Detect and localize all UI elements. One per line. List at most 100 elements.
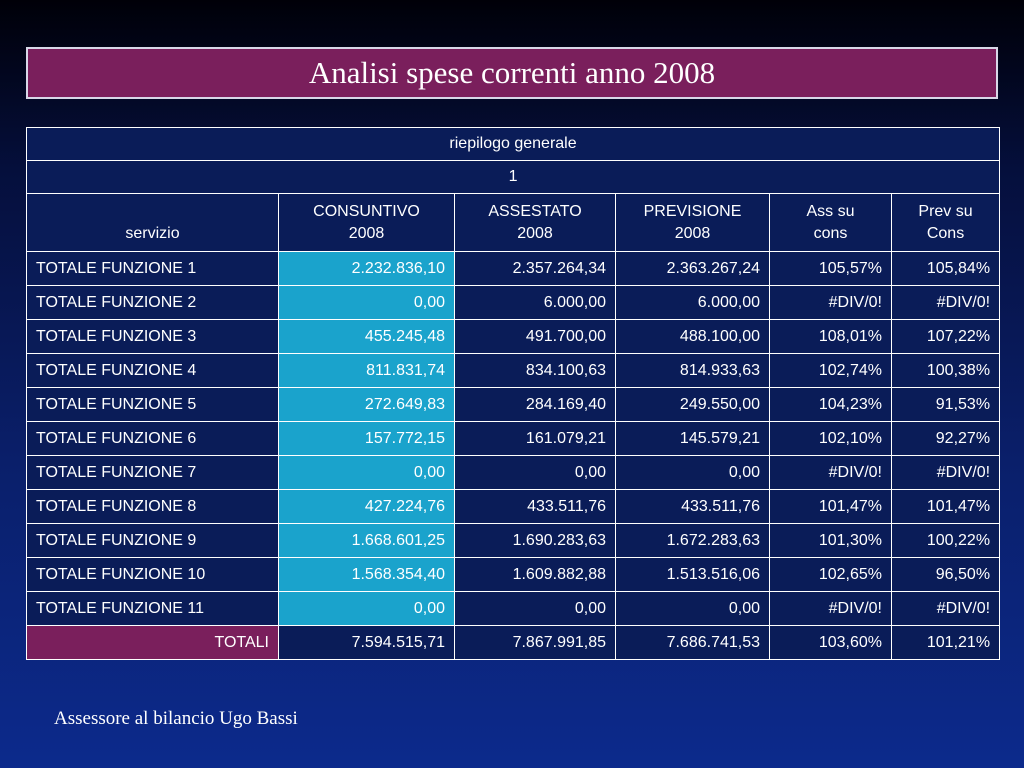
cell-servizio: TOTALE FUNZIONE 2: [26, 285, 279, 320]
header-ass-su-cons-line1: Ass su: [806, 202, 855, 220]
cell-previsione: 433.511,76: [615, 489, 770, 524]
cell-assestato: 834.100,63: [454, 353, 616, 388]
cell-ass-su-cons: 102,65%: [769, 557, 892, 592]
cell-servizio: TOTALE FUNZIONE 11: [26, 591, 279, 626]
cell-ass-su-cons: 104,23%: [769, 387, 892, 422]
summary-table: riepilogo generale 1 servizio CONSUNTIVO…: [25, 127, 1001, 660]
cell-consuntivo: 272.649,83: [278, 387, 455, 422]
header-servizio: servizio: [26, 193, 279, 252]
header-assestato-line2: 2008: [517, 224, 553, 242]
cell-previsione: 0,00: [615, 455, 770, 490]
cell-servizio: TOTALE FUNZIONE 10: [26, 557, 279, 592]
cell-previsione: 2.363.267,24: [615, 251, 770, 286]
cell-servizio: TOTALE FUNZIONE 6: [26, 421, 279, 456]
cell-consuntivo: 0,00: [278, 285, 455, 320]
header-previsione-line2: 2008: [674, 224, 711, 242]
cell-prev-su-cons: 107,22%: [890, 319, 1001, 354]
subcaption-row: 1: [25, 160, 1001, 194]
cell-assestato: 0,00: [454, 591, 616, 626]
cell-prev-su-cons: #DIV/0!: [890, 455, 1001, 490]
cell-ass-su-cons: 101,30%: [769, 523, 892, 558]
footer-credit: Assessore al bilancio Ugo Bassi: [54, 708, 298, 729]
table-caption: riepilogo generale: [25, 127, 1001, 161]
cell-prev-su-cons: 101,47%: [890, 489, 1001, 524]
cell-prev-su-cons: 100,22%: [890, 523, 1001, 558]
cell-prev-su-cons: 92,27%: [890, 421, 1001, 456]
header-previsione: PREVISIONE 2008: [615, 193, 770, 252]
table-row: TOTALE FUNZIONE 3 455.245,48 491.700,00 488…: [26, 319, 1001, 354]
table-row: TOTALE FUNZIONE 2 0,00 6.000,00 6.000,00 #DI…: [26, 285, 1001, 320]
cell-ass-su-cons: 105,57%: [769, 251, 892, 286]
table-subcaption: 1: [25, 160, 1001, 194]
total-prev-su-cons: 101,21%: [890, 625, 1001, 660]
cell-prev-su-cons: #DIV/0!: [890, 285, 1001, 320]
table-row: TOTALE FUNZIONE 6 157.772,15 161.079,21 145…: [26, 421, 1001, 456]
cell-consuntivo: 427.224,76: [278, 489, 455, 524]
total-ass-su-cons: 103,60%: [769, 625, 892, 660]
total-previsione: 7.686.741,53: [615, 625, 770, 660]
cell-previsione: 488.100,00: [615, 319, 770, 354]
header-prev-su-cons-line2: Cons: [926, 224, 965, 242]
cell-consuntivo: 2.232.836,10: [278, 251, 455, 286]
cell-prev-su-cons: 100,38%: [890, 353, 1001, 388]
table-row: TOTALE FUNZIONE 7 0,00 0,00 0,00 #DIV/0! #DIV…: [26, 455, 1001, 490]
page-title: Analisi spese correnti anno 2008: [308, 55, 716, 90]
cell-consuntivo: 0,00: [278, 455, 455, 490]
cell-ass-su-cons: #DIV/0!: [769, 591, 892, 626]
cell-servizio: TOTALE FUNZIONE 8: [26, 489, 279, 524]
cell-assestato: 6.000,00: [454, 285, 616, 320]
cell-prev-su-cons: 105,84%: [890, 251, 1001, 286]
cell-assestato: 284.169,40: [454, 387, 616, 422]
cell-servizio: TOTALE FUNZIONE 3: [26, 319, 279, 354]
cell-previsione: 145.579,21: [615, 421, 770, 456]
total-assestato: 7.867.991,85: [454, 625, 616, 660]
header-prev-su-cons: Prev su Cons: [890, 193, 1001, 252]
cell-previsione: 1.672.283,63: [615, 523, 770, 558]
header-ass-su-cons-line2: cons: [813, 224, 848, 242]
cell-servizio: TOTALE FUNZIONE 1: [26, 251, 279, 286]
cell-consuntivo: 1.668.601,25: [278, 523, 455, 558]
cell-servizio: TOTALE FUNZIONE 4: [26, 353, 279, 388]
table-row: TOTALE FUNZIONE 4 811.831,74 834.100,63 814…: [26, 353, 1001, 388]
cell-ass-su-cons: 101,47%: [769, 489, 892, 524]
header-ass-su-cons: Ass su cons: [769, 193, 892, 252]
cell-assestato: 161.079,21: [454, 421, 616, 456]
cell-previsione: 6.000,00: [615, 285, 770, 320]
cell-consuntivo: 0,00: [278, 591, 455, 626]
cell-previsione: 249.550,00: [615, 387, 770, 422]
cell-assestato: 2.357.264,34: [454, 251, 616, 286]
total-consuntivo: 7.594.515,71: [278, 625, 455, 660]
cell-previsione: 814.933,63: [615, 353, 770, 388]
header-consuntivo-line2: 2008: [348, 224, 385, 242]
cell-previsione: 0,00: [615, 591, 770, 626]
title-banner: Analisi spese correnti anno 2008: [26, 47, 998, 99]
header-consuntivo: CONSUNTIVO 2008: [278, 193, 455, 252]
cell-ass-su-cons: 102,74%: [769, 353, 892, 388]
cell-servizio: TOTALE FUNZIONE 9: [26, 523, 279, 558]
table-row: TOTALE FUNZIONE 8 427.224,76 433.511,76 433…: [26, 489, 1001, 524]
cell-ass-su-cons: 108,01%: [769, 319, 892, 354]
header-consuntivo-line1: CONSUNTIVO: [313, 202, 420, 220]
cell-ass-su-cons: #DIV/0!: [769, 285, 892, 320]
cell-ass-su-cons: 102,10%: [769, 421, 892, 456]
table-row: TOTALE FUNZIONE 10 1.568.354,40 1.609.882,…: [26, 557, 1001, 592]
header-assestato-line1: ASSESTATO: [488, 202, 582, 220]
cell-previsione: 1.513.516,06: [615, 557, 770, 592]
cell-assestato: 433.511,76: [454, 489, 616, 524]
cell-servizio: TOTALE FUNZIONE 5: [26, 387, 279, 422]
caption-row: riepilogo generale: [25, 127, 1001, 161]
cell-prev-su-cons: 91,53%: [890, 387, 1001, 422]
cell-consuntivo: 455.245,48: [278, 319, 455, 354]
table-row: TOTALE FUNZIONE 9 1.668.601,25 1.690.283,6…: [26, 523, 1001, 558]
header-row: servizio CONSUNTIVO 2008 ASSESTATO 2008 …: [26, 193, 1001, 252]
totals-row: TOTALI 7.594.515,71 7.867.991,85 7.686.741,…: [26, 625, 1001, 660]
table-row: TOTALE FUNZIONE 5 272.649,83 284.169,40 249…: [26, 387, 1001, 422]
header-prev-su-cons-line1: Prev su: [918, 202, 973, 220]
cell-prev-su-cons: #DIV/0!: [890, 591, 1001, 626]
cell-assestato: 1.690.283,63: [454, 523, 616, 558]
header-previsione-line1: PREVISIONE: [643, 202, 742, 220]
cell-assestato: 0,00: [454, 455, 616, 490]
cell-assestato: 491.700,00: [454, 319, 616, 354]
cell-consuntivo: 157.772,15: [278, 421, 455, 456]
cell-consuntivo: 811.831,74: [278, 353, 455, 388]
